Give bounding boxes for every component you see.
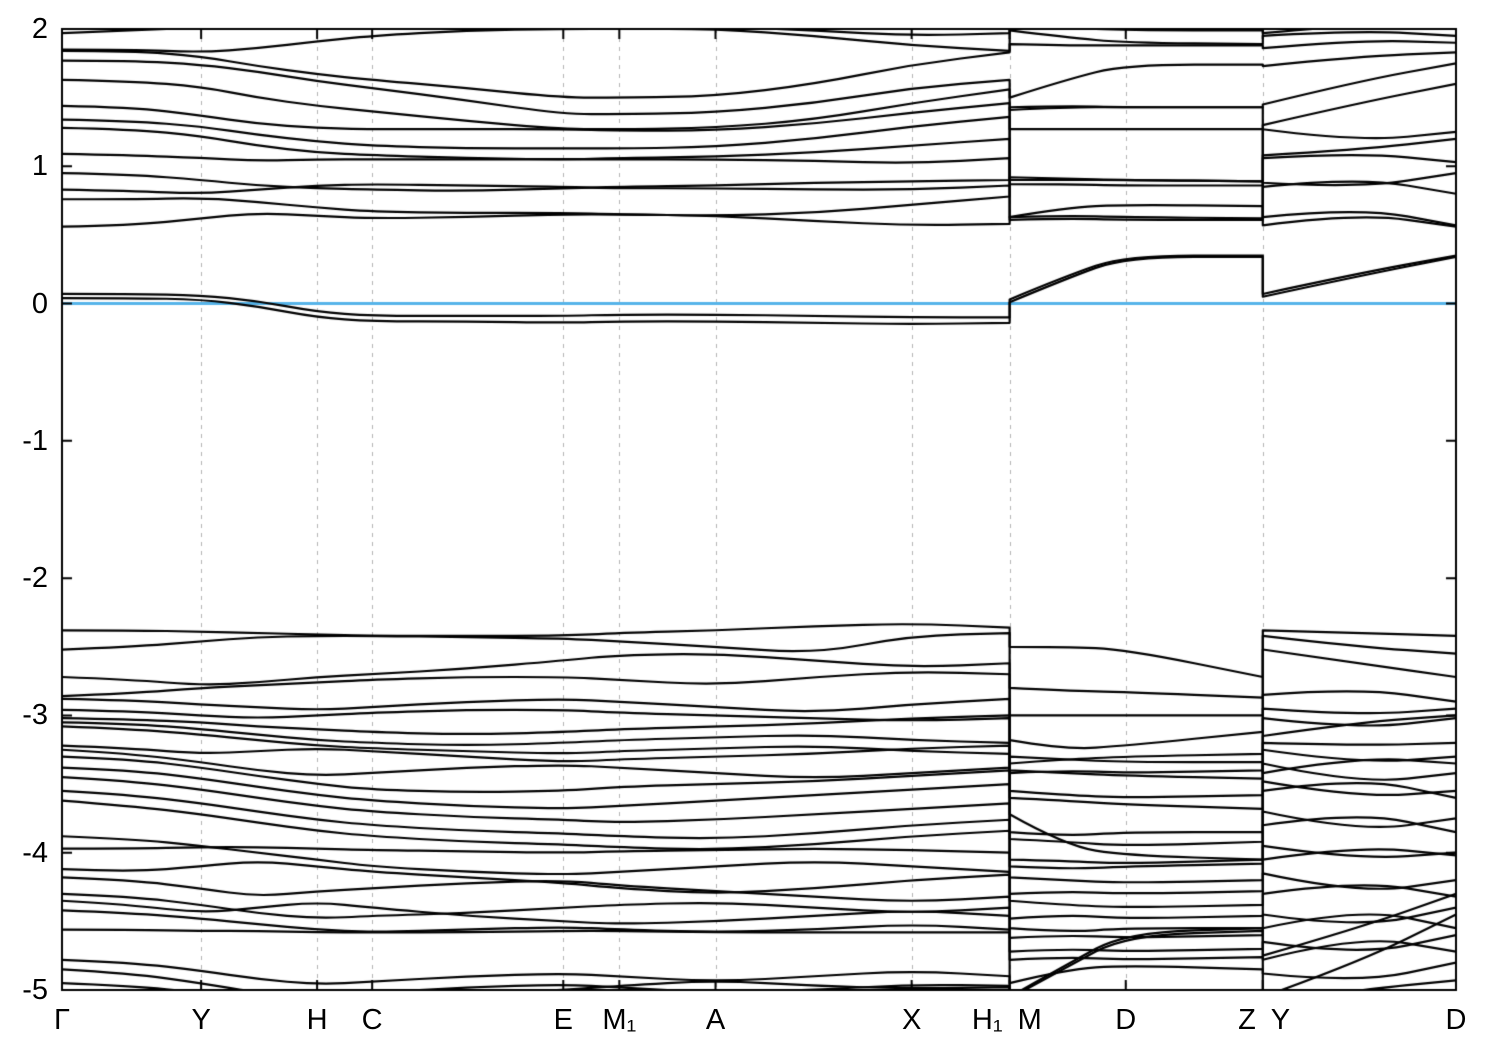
x-tick-label: M₁: [602, 1004, 637, 1036]
y-tick-label: 1: [31, 150, 48, 183]
x-tick-label: Γ: [54, 1004, 70, 1036]
y-tick-label: -3: [22, 699, 48, 732]
x-tick-label: Y: [191, 1004, 211, 1036]
y-tick-label: 2: [31, 13, 48, 45]
x-tick-label: D: [1445, 1004, 1467, 1036]
x-tick-label: A: [705, 1004, 726, 1036]
x-tick-label: C: [361, 1004, 383, 1036]
x-tick-label: D: [1115, 1004, 1137, 1036]
y-tick-label: 0: [31, 287, 48, 320]
y-tick-label: -5: [22, 974, 48, 1006]
y-tick-label: -1: [22, 424, 48, 457]
x-tick-label: Z: [1238, 1004, 1256, 1036]
y-tick-label: -4: [22, 836, 48, 869]
x-tick-label: Y: [1270, 1004, 1291, 1036]
x-tick-label: E: [553, 1004, 573, 1036]
x-tick-label: H: [306, 1004, 328, 1036]
y-tick-label: -2: [22, 562, 48, 595]
x-tick-label: M: [1017, 1004, 1042, 1036]
x-tick-label: X: [901, 1004, 922, 1036]
x-tick-label: H₁: [971, 1004, 1003, 1036]
